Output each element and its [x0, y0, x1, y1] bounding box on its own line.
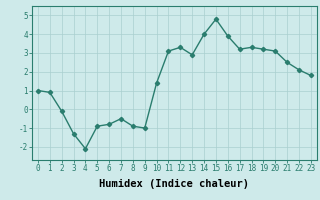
- X-axis label: Humidex (Indice chaleur): Humidex (Indice chaleur): [100, 179, 249, 189]
